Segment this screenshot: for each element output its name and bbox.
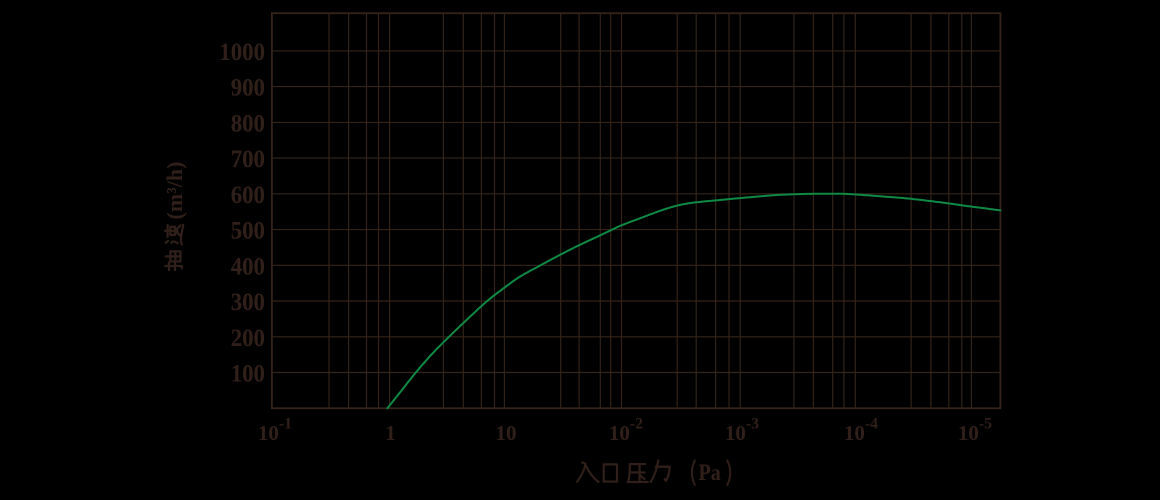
svg-text:1: 1	[385, 421, 396, 445]
svg-text:100: 100	[231, 361, 265, 388]
svg-text:(m³/h): (m³/h)	[162, 162, 187, 220]
svg-text:300: 300	[231, 289, 265, 316]
svg-text:10-5: 10-5	[958, 416, 992, 446]
svg-text:Pa: Pa	[699, 460, 721, 486]
svg-text:400: 400	[231, 253, 265, 280]
svg-text:900: 900	[231, 75, 265, 102]
svg-text:10: 10	[496, 421, 517, 445]
svg-text:600: 600	[231, 182, 265, 209]
svg-text:500: 500	[231, 218, 265, 245]
svg-text:700: 700	[231, 146, 265, 173]
svg-text:1000: 1000	[219, 39, 265, 66]
svg-text:200: 200	[231, 325, 265, 352]
svg-text:10-1: 10-1	[258, 416, 292, 446]
svg-text:800: 800	[231, 111, 265, 138]
